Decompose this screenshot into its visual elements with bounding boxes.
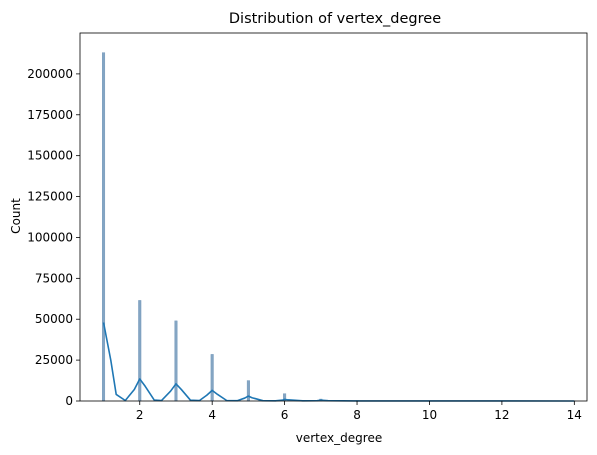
axes-frame (79, 32, 588, 402)
kde-line (102, 322, 575, 402)
y-tick-label: 175000 (27, 108, 73, 122)
x-tick-label: 6 (281, 408, 289, 422)
x-axis-label: vertex_degree (296, 431, 382, 445)
histogram-bar (138, 300, 142, 402)
y-tick-label: 125000 (27, 190, 73, 204)
y-tick-label: 200000 (27, 67, 73, 81)
plot-area: 2 4 6 8 10 12 14 0 25000 50000 75000 100000 125000 15… (27, 32, 588, 422)
x-tick-label: 14 (567, 408, 582, 422)
y-tick-label: 25000 (35, 353, 73, 367)
y-tick-label: 150000 (27, 149, 73, 163)
histogram-bar (210, 354, 214, 402)
y-axis-label: Count (9, 198, 23, 234)
histogram-bar (174, 320, 178, 402)
y-tick-label: 50000 (35, 312, 73, 326)
histogram-bar (102, 52, 106, 402)
chart-title: Distribution of vertex_degree (229, 11, 441, 27)
x-tick-label: 12 (494, 408, 509, 422)
x-tick-label: 10 (422, 408, 437, 422)
histogram-bar (246, 380, 250, 402)
x-tick-label: 8 (353, 408, 361, 422)
y-tick-label: 100000 (27, 230, 73, 244)
x-tick-label: 2 (136, 408, 144, 422)
y-tick-label: 75000 (35, 271, 73, 285)
y-tick-label: 0 (65, 394, 73, 408)
x-tick-label: 4 (208, 408, 216, 422)
